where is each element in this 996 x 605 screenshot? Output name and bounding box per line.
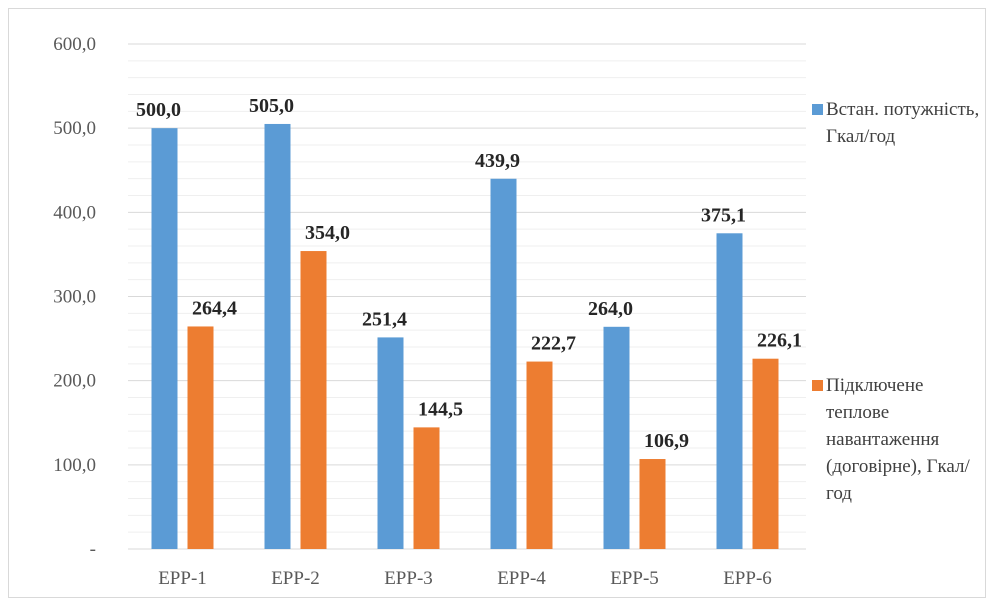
bar-installed-6 — [716, 233, 743, 549]
bar-installed-1 — [151, 128, 178, 549]
legend-label: Встан. потужність, Гкал/год — [826, 99, 980, 147]
data-label: 354,0 — [305, 222, 350, 244]
x-axis-ticks: ЕРР-1 ЕРР-2 ЕРР-3 ЕРР-4 ЕРР-5 ЕРР-6 — [158, 568, 772, 589]
y-axis-ticks: - 100,0 200,0 300,0 400,0 500,0 600,0 — [53, 34, 96, 560]
legend-swatch-orange — [812, 380, 823, 391]
legend-swatch-blue — [812, 104, 823, 115]
bar-connected-3 — [413, 427, 440, 549]
bar-installed-5 — [603, 326, 630, 549]
bar-connected-4 — [526, 361, 553, 549]
data-label: 251,4 — [362, 308, 407, 330]
data-label: 439,9 — [475, 150, 520, 172]
x-tick-label: ЕРР-3 — [384, 568, 433, 589]
bar-connected-2 — [300, 251, 327, 550]
data-label: 500,0 — [136, 99, 181, 121]
data-label: 375,1 — [701, 204, 746, 226]
data-label: 505,0 — [249, 95, 294, 117]
data-label: 264,4 — [192, 297, 237, 319]
bar-installed-3 — [377, 337, 404, 549]
bar-connected-5 — [639, 459, 666, 549]
y-tick-label: 100,0 — [53, 455, 96, 476]
legend-item-connected-load: Підключене теплове навантаження (договір… — [812, 372, 986, 507]
data-label: 144,5 — [418, 398, 463, 420]
data-label: 222,7 — [531, 333, 576, 355]
data-label: 226,1 — [757, 330, 802, 352]
bar-connected-6 — [752, 358, 779, 549]
bars — [151, 123, 779, 550]
y-tick-label: 500,0 — [53, 118, 96, 139]
x-tick-label: ЕРР-5 — [610, 568, 659, 589]
data-label: 264,0 — [588, 298, 633, 320]
gridlines — [128, 43, 806, 550]
data-label: 106,9 — [644, 430, 689, 452]
bar-installed-2 — [264, 123, 291, 549]
y-tick-label: 200,0 — [53, 371, 96, 392]
y-tick-label: - — [90, 539, 96, 560]
data-labels: 500,0 264,4 505,0 354,0 251,4 144,5 439,9 222,7… — [136, 95, 802, 452]
legend-item-installed-capacity: Встан. потужність, Гкал/год — [812, 96, 986, 150]
x-tick-label: ЕРР-2 — [271, 568, 320, 589]
x-tick-label: ЕРР-4 — [497, 568, 546, 589]
y-tick-label: 400,0 — [53, 202, 96, 223]
bar-installed-4 — [490, 178, 517, 549]
x-tick-label: ЕРР-1 — [158, 568, 207, 589]
legend-label: Підключене теплове навантаження (договір… — [826, 375, 970, 504]
y-tick-label: 600,0 — [53, 34, 96, 55]
y-tick-label: 300,0 — [53, 287, 96, 308]
x-tick-label: ЕРР-6 — [723, 568, 772, 589]
bar-connected-1 — [187, 326, 214, 549]
